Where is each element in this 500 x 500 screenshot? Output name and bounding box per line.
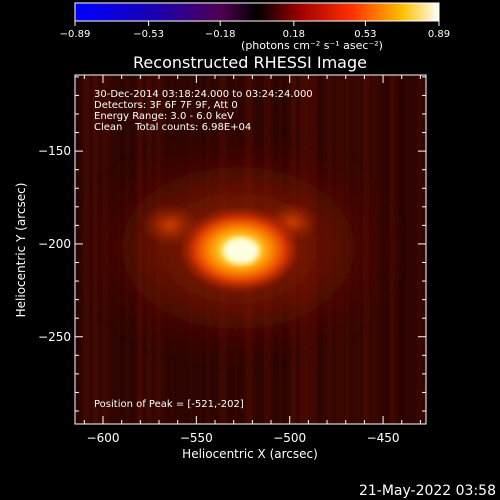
- flare-peak: [223, 238, 259, 264]
- x-tick-label: −450: [367, 431, 400, 445]
- x-tick-label: −500: [273, 431, 306, 445]
- stripe: [417, 75, 422, 424]
- axis-ticks: −600 −550 −500 −450 −150 −200 −250: [38, 75, 426, 445]
- annotation-peak-position: Position of Peak = [-521,-202]: [94, 399, 244, 410]
- x-tick-label: −600: [87, 431, 120, 445]
- annotation-detectors: Detectors: 3F 6F 7F 9F, Att 0: [94, 100, 238, 111]
- annotation-block: 30-Dec-2014 03:18:24.000 to 03:24:24.000…: [94, 89, 313, 410]
- colorbar-tick-label: 0.89: [428, 29, 450, 40]
- colorbar-tick-label: −0.53: [133, 29, 164, 40]
- y-tick-label: −250: [38, 330, 71, 344]
- colorbar-tick-label: −0.18: [205, 29, 236, 40]
- y-tick-label: −150: [38, 144, 71, 158]
- colorbar-tick-label: 0.53: [354, 29, 376, 40]
- x-tick-label: −550: [180, 431, 213, 445]
- y-tick-label: −200: [38, 237, 71, 251]
- image-panel: −600 −550 −500 −450 −150 −200 −250: [38, 74, 427, 445]
- annotation-time-range: 30-Dec-2014 03:18:24.000 to 03:24:24.000: [94, 89, 313, 100]
- stripe: [408, 75, 417, 424]
- colorbar-tick-label: 0.18: [283, 29, 305, 40]
- chart-title: Reconstructed RHESSI Image: [133, 53, 367, 72]
- x-axis-label: Heliocentric X (arcsec): [182, 447, 318, 461]
- annotation-total-counts: Clean Total counts: 6.98E+04: [94, 122, 251, 133]
- plot-timestamp: 21-May-2022 03:58: [359, 483, 496, 499]
- plot-frame: [74, 74, 427, 425]
- colorbar-ticks: −0.89 −0.53 −0.18 0.18 0.53 0.89: [60, 21, 450, 40]
- colorbar: −0.89 −0.53 −0.18 0.18 0.53 0.89 (photons cm⁻…: [60, 2, 450, 52]
- colorbar-units: (photons cm⁻² s⁻¹ asec⁻²): [241, 39, 383, 52]
- emission-map: [75, 75, 426, 424]
- colorbar-gradient: [74, 2, 440, 22]
- y-axis-label: Heliocentric Y (arcsec): [14, 183, 28, 318]
- colorbar-tick-label: −0.89: [60, 29, 91, 40]
- annotation-energy-range: Energy Range: 3.0 - 6.0 keV: [94, 111, 234, 122]
